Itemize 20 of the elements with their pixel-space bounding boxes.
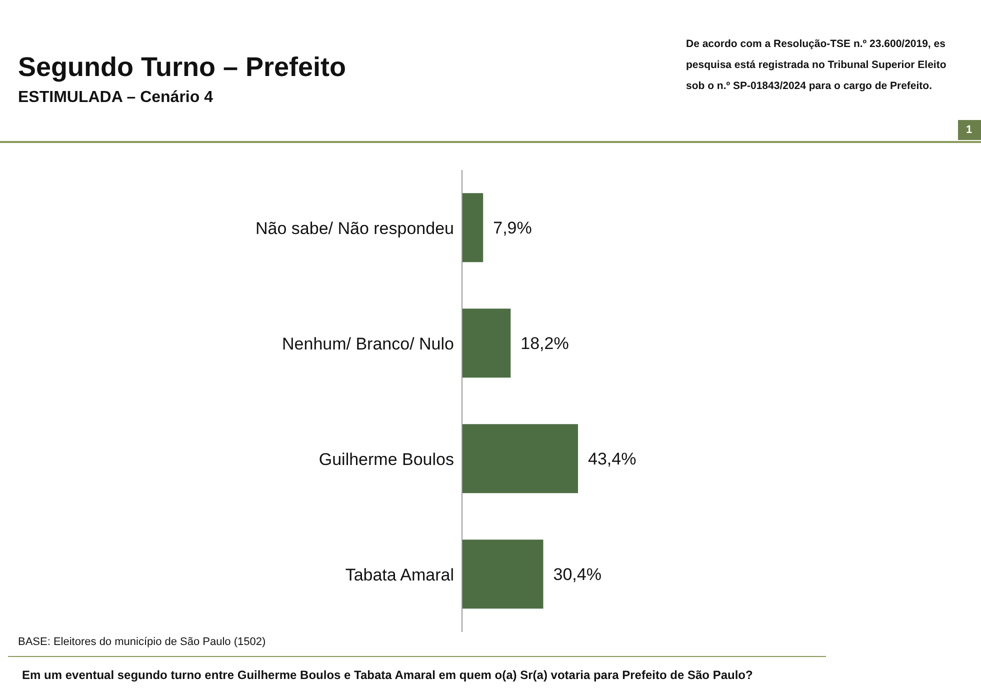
- text: sob o n.º SP-01843/2024 para o cargo de Prefeito.: [686, 79, 934, 94]
- text: Segundo Turno – Prefeito: [18, 52, 346, 83]
- y-tick-label: Nenhum/ Branco/ Nulo: [282, 334, 454, 354]
- bar: [462, 193, 484, 262]
- text: 1: [958, 120, 981, 140]
- text: pesquisa está registrada no Tribunal Superior Eleito: [686, 58, 946, 73]
- y-tick-label: Tabata Amaral: [345, 565, 454, 584]
- text: De acordo com a Resolução-TSE n.º 23.600/2019, es: [686, 37, 946, 52]
- text: Em um eventual segundo turno entre Guilherme Boulos e Tabata Amaral em quem o(a) Sr(a) votaria para Prefeito de São Paulo?: [22, 668, 753, 682]
- data-label: 18,2%: [520, 334, 569, 354]
- y-tick-label: Guilherme Boulos: [318, 450, 454, 469]
- bar: [462, 308, 511, 378]
- bar: [462, 424, 578, 494]
- text: BASE: Eleitores do município de São Paulo (1502): [18, 636, 266, 648]
- data-label: 30,4%: [553, 565, 602, 584]
- data-label: 43,4%: [588, 450, 636, 469]
- text: ESTIMULADA – Cenário 4: [18, 89, 213, 107]
- bar: [462, 540, 544, 609]
- data-label: 7,9%: [493, 218, 532, 238]
- y-tick-label: Não sabe/ Não respondeu: [256, 218, 454, 238]
